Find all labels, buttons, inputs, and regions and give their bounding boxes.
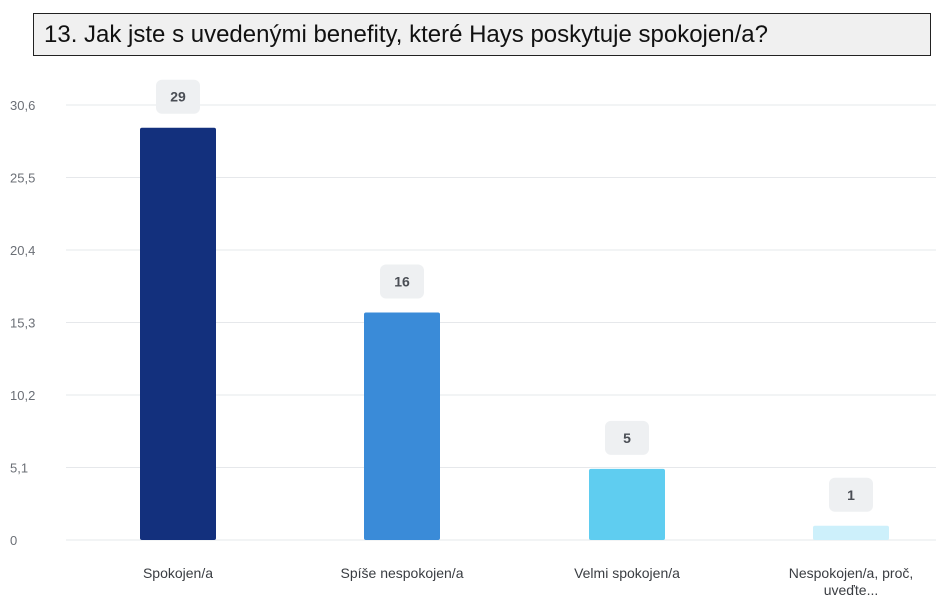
- x-tick-label: Spokojen/a: [143, 565, 213, 581]
- bar: [140, 127, 216, 541]
- x-tick-label-line: Nespokojen/a, proč,: [789, 565, 914, 581]
- x-tick-label-line: Spíše nespokojen/a: [341, 565, 464, 581]
- value-badge: [156, 79, 200, 114]
- bar: [364, 312, 440, 540]
- data-label: 1: [847, 487, 855, 503]
- y-tick-label: 25,5: [10, 171, 35, 186]
- y-tick-label: 15,3: [10, 316, 35, 331]
- data-label: 29: [170, 89, 186, 105]
- x-tick-label-line: Spokojen/a: [143, 565, 213, 581]
- data-label: 5: [623, 430, 631, 446]
- chart-title: 13. Jak jste s uvedenými benefity, které…: [33, 13, 931, 56]
- x-tick-label-line: uveďte...: [824, 582, 879, 598]
- value-badge: [829, 477, 873, 512]
- y-tick-label: 10,2: [10, 388, 35, 403]
- data-label: 16: [394, 274, 410, 290]
- bar: [589, 468, 665, 540]
- y-tick-label: 0: [10, 533, 17, 548]
- x-tick-label: Nespokojen/a, proč, uveďte...: [789, 565, 914, 598]
- x-tick-label: Spíše nespokojen/a: [341, 565, 464, 581]
- bar: [813, 525, 889, 540]
- value-badge: [380, 264, 424, 299]
- x-tick-label: Velmi spokojen/a: [574, 565, 680, 581]
- y-tick-label: 30,6: [10, 98, 35, 113]
- value-badge: [605, 420, 649, 455]
- y-tick-label: 5,1: [10, 461, 28, 476]
- x-tick-label-line: Velmi spokojen/a: [574, 565, 680, 581]
- y-tick-label: 20,4: [10, 243, 35, 258]
